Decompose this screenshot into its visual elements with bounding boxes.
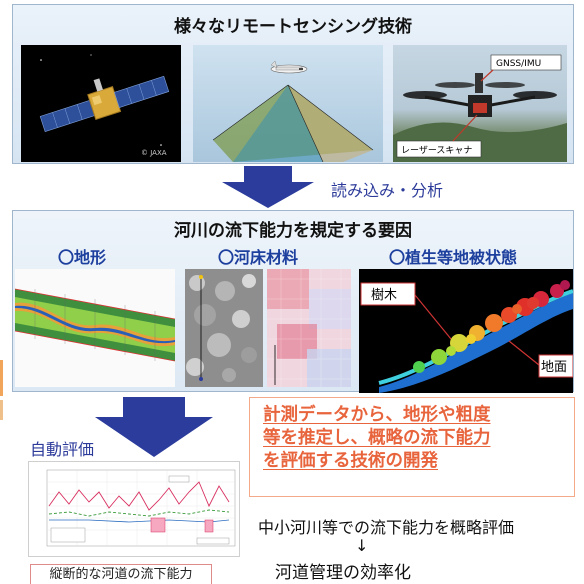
aircraft-icon xyxy=(212,60,374,162)
drone-icon: GNSS/IMU レーザースキャナ xyxy=(393,54,567,162)
bed-material-photo xyxy=(185,269,263,387)
development-line-1: 計測データから、地形や粗度 xyxy=(263,405,491,425)
edge-strip xyxy=(0,360,3,396)
bed-material-grid xyxy=(267,269,351,387)
development-statement-box: 計測データから、地形や粗度 等を推定し、概略の流下能力 を評価する技術の開発 xyxy=(249,397,575,497)
satellite-credit: © JAXA xyxy=(141,149,167,157)
factors-title: 河川の流下能力を規定する要因 xyxy=(174,221,412,241)
summary-line-2: 河道管理の効率化 xyxy=(275,563,411,583)
edge-strip xyxy=(0,400,3,420)
satellite-icon: © JAXA xyxy=(39,54,170,157)
remote-sensing-panel: 様々なリモートセンシング技術 © JAXA xyxy=(12,4,574,164)
auto-evaluation-label: 自動評価 xyxy=(30,440,95,459)
satellite-photo: © JAXA xyxy=(21,45,181,162)
read-analyze-label: 読み込み・分析 xyxy=(331,181,444,200)
summary-arrow-icon: ↓ xyxy=(355,536,369,555)
flow-capacity-chart xyxy=(28,461,240,557)
summary-line-1: 中小河川等での流下能力を概略評価 xyxy=(258,518,515,537)
category-vegetation: 〇植生等地被状態 xyxy=(389,248,518,267)
factors-panel: 河川の流下能力を規定する要因 〇地形 〇河床材料 〇植生等地被状態 xyxy=(12,210,574,393)
aircraft-photo xyxy=(193,45,383,162)
down-arrow-icon xyxy=(222,166,314,212)
development-line-3: を評価する技術の開発 xyxy=(263,451,438,471)
lidar-vegetation-image: 樹木 地面 xyxy=(359,269,574,393)
terrain-map xyxy=(14,269,176,387)
category-terrain: 〇地形 xyxy=(58,248,107,267)
chart-caption: 縦断的な河道の流下能力 xyxy=(30,564,212,584)
gnss-imu-label: GNSS/IMU xyxy=(496,59,541,69)
ground-label: 地面 xyxy=(541,360,567,375)
category-bed-material: 〇河床材料 xyxy=(218,248,299,267)
down-arrow-icon xyxy=(95,397,213,461)
trees-label: 樹木 xyxy=(371,288,397,303)
drone-photo: GNSS/IMU レーザースキャナ xyxy=(393,45,567,162)
remote-sensing-title: 様々なリモートセンシング技術 xyxy=(174,17,412,37)
laser-scanner-label: レーザースキャナ xyxy=(401,145,472,156)
development-line-2: 等を推定し、概略の流下能力 xyxy=(263,428,491,448)
